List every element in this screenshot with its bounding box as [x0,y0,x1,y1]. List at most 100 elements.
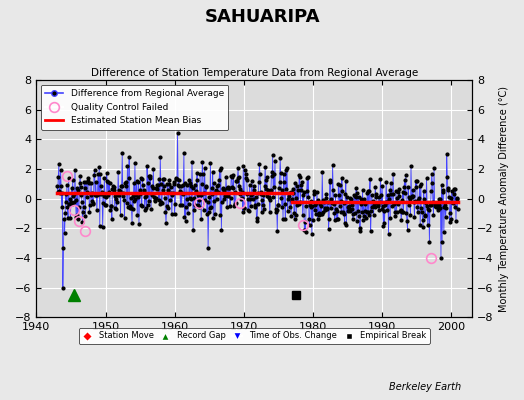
Point [399,209,408,216]
Point [233,178,241,184]
Point [259,192,268,198]
Point [357,196,366,202]
Point [452,218,460,224]
Point [134,193,142,200]
Point [179,191,187,198]
Point [320,204,329,211]
Point [433,203,441,210]
Point [290,210,298,216]
Point [352,194,360,200]
Point [190,206,199,213]
Point [225,185,234,191]
Point [70,191,78,197]
Point [349,211,357,217]
Point [173,176,181,183]
Point [343,194,351,200]
Point [170,178,178,185]
Point [443,174,452,180]
Point [160,183,169,190]
Point [96,171,104,177]
Point [146,175,154,181]
Point [127,205,136,212]
Point [328,195,336,202]
Point [106,207,114,214]
Point [101,202,109,208]
Point [83,194,91,200]
Point [407,163,415,169]
Point [406,212,414,218]
Point [75,180,84,186]
Point [260,182,269,189]
Point [319,208,328,215]
Point [407,193,416,199]
Point [376,176,385,182]
Point [272,209,280,216]
Point [155,196,163,203]
Point [309,188,318,194]
Point [77,192,85,198]
Point [348,216,357,222]
Point [153,186,161,192]
Point [59,245,68,252]
Point [409,187,417,194]
Point [408,194,417,200]
Point [311,207,319,214]
Point [63,182,71,188]
Point [92,179,100,186]
Point [360,213,368,220]
Point [255,161,264,168]
Point [151,195,160,201]
Point [337,208,345,215]
Point [54,174,62,181]
Point [162,203,171,210]
Point [112,206,121,212]
Point [228,184,236,190]
Point [223,204,231,211]
Point [91,191,100,198]
Point [441,214,450,220]
Point [443,151,451,158]
Point [256,189,265,195]
Point [217,226,225,233]
Point [177,183,185,189]
Point [151,197,159,204]
Point [397,217,406,223]
Point [434,204,442,211]
Point [294,200,303,207]
Point [138,202,146,209]
Point [398,209,406,215]
Point [79,208,87,215]
Point [261,186,270,192]
Point [438,238,446,245]
Point [250,202,259,208]
Point [433,207,442,213]
Point [110,186,118,193]
Point [117,183,125,190]
Point [261,164,269,170]
Point [78,218,86,225]
Point [228,185,237,191]
Point [105,189,113,195]
Point [253,215,261,221]
Point [226,202,234,209]
Point [139,186,148,193]
Point [71,197,80,203]
Point [309,216,317,223]
Point [238,209,247,215]
Text: Berkeley Earth: Berkeley Earth [389,382,461,392]
Point [245,208,253,214]
Point [84,180,93,186]
Point [428,171,436,177]
Point [323,205,332,211]
Point [122,178,130,185]
Point [444,184,453,191]
Point [150,194,158,200]
Point [274,202,282,208]
Point [347,202,356,208]
Point [411,178,420,184]
Point [88,197,96,204]
Text: SAHUARIPA: SAHUARIPA [204,8,320,26]
Point [85,209,94,216]
Point [435,202,443,208]
Point [329,186,337,193]
